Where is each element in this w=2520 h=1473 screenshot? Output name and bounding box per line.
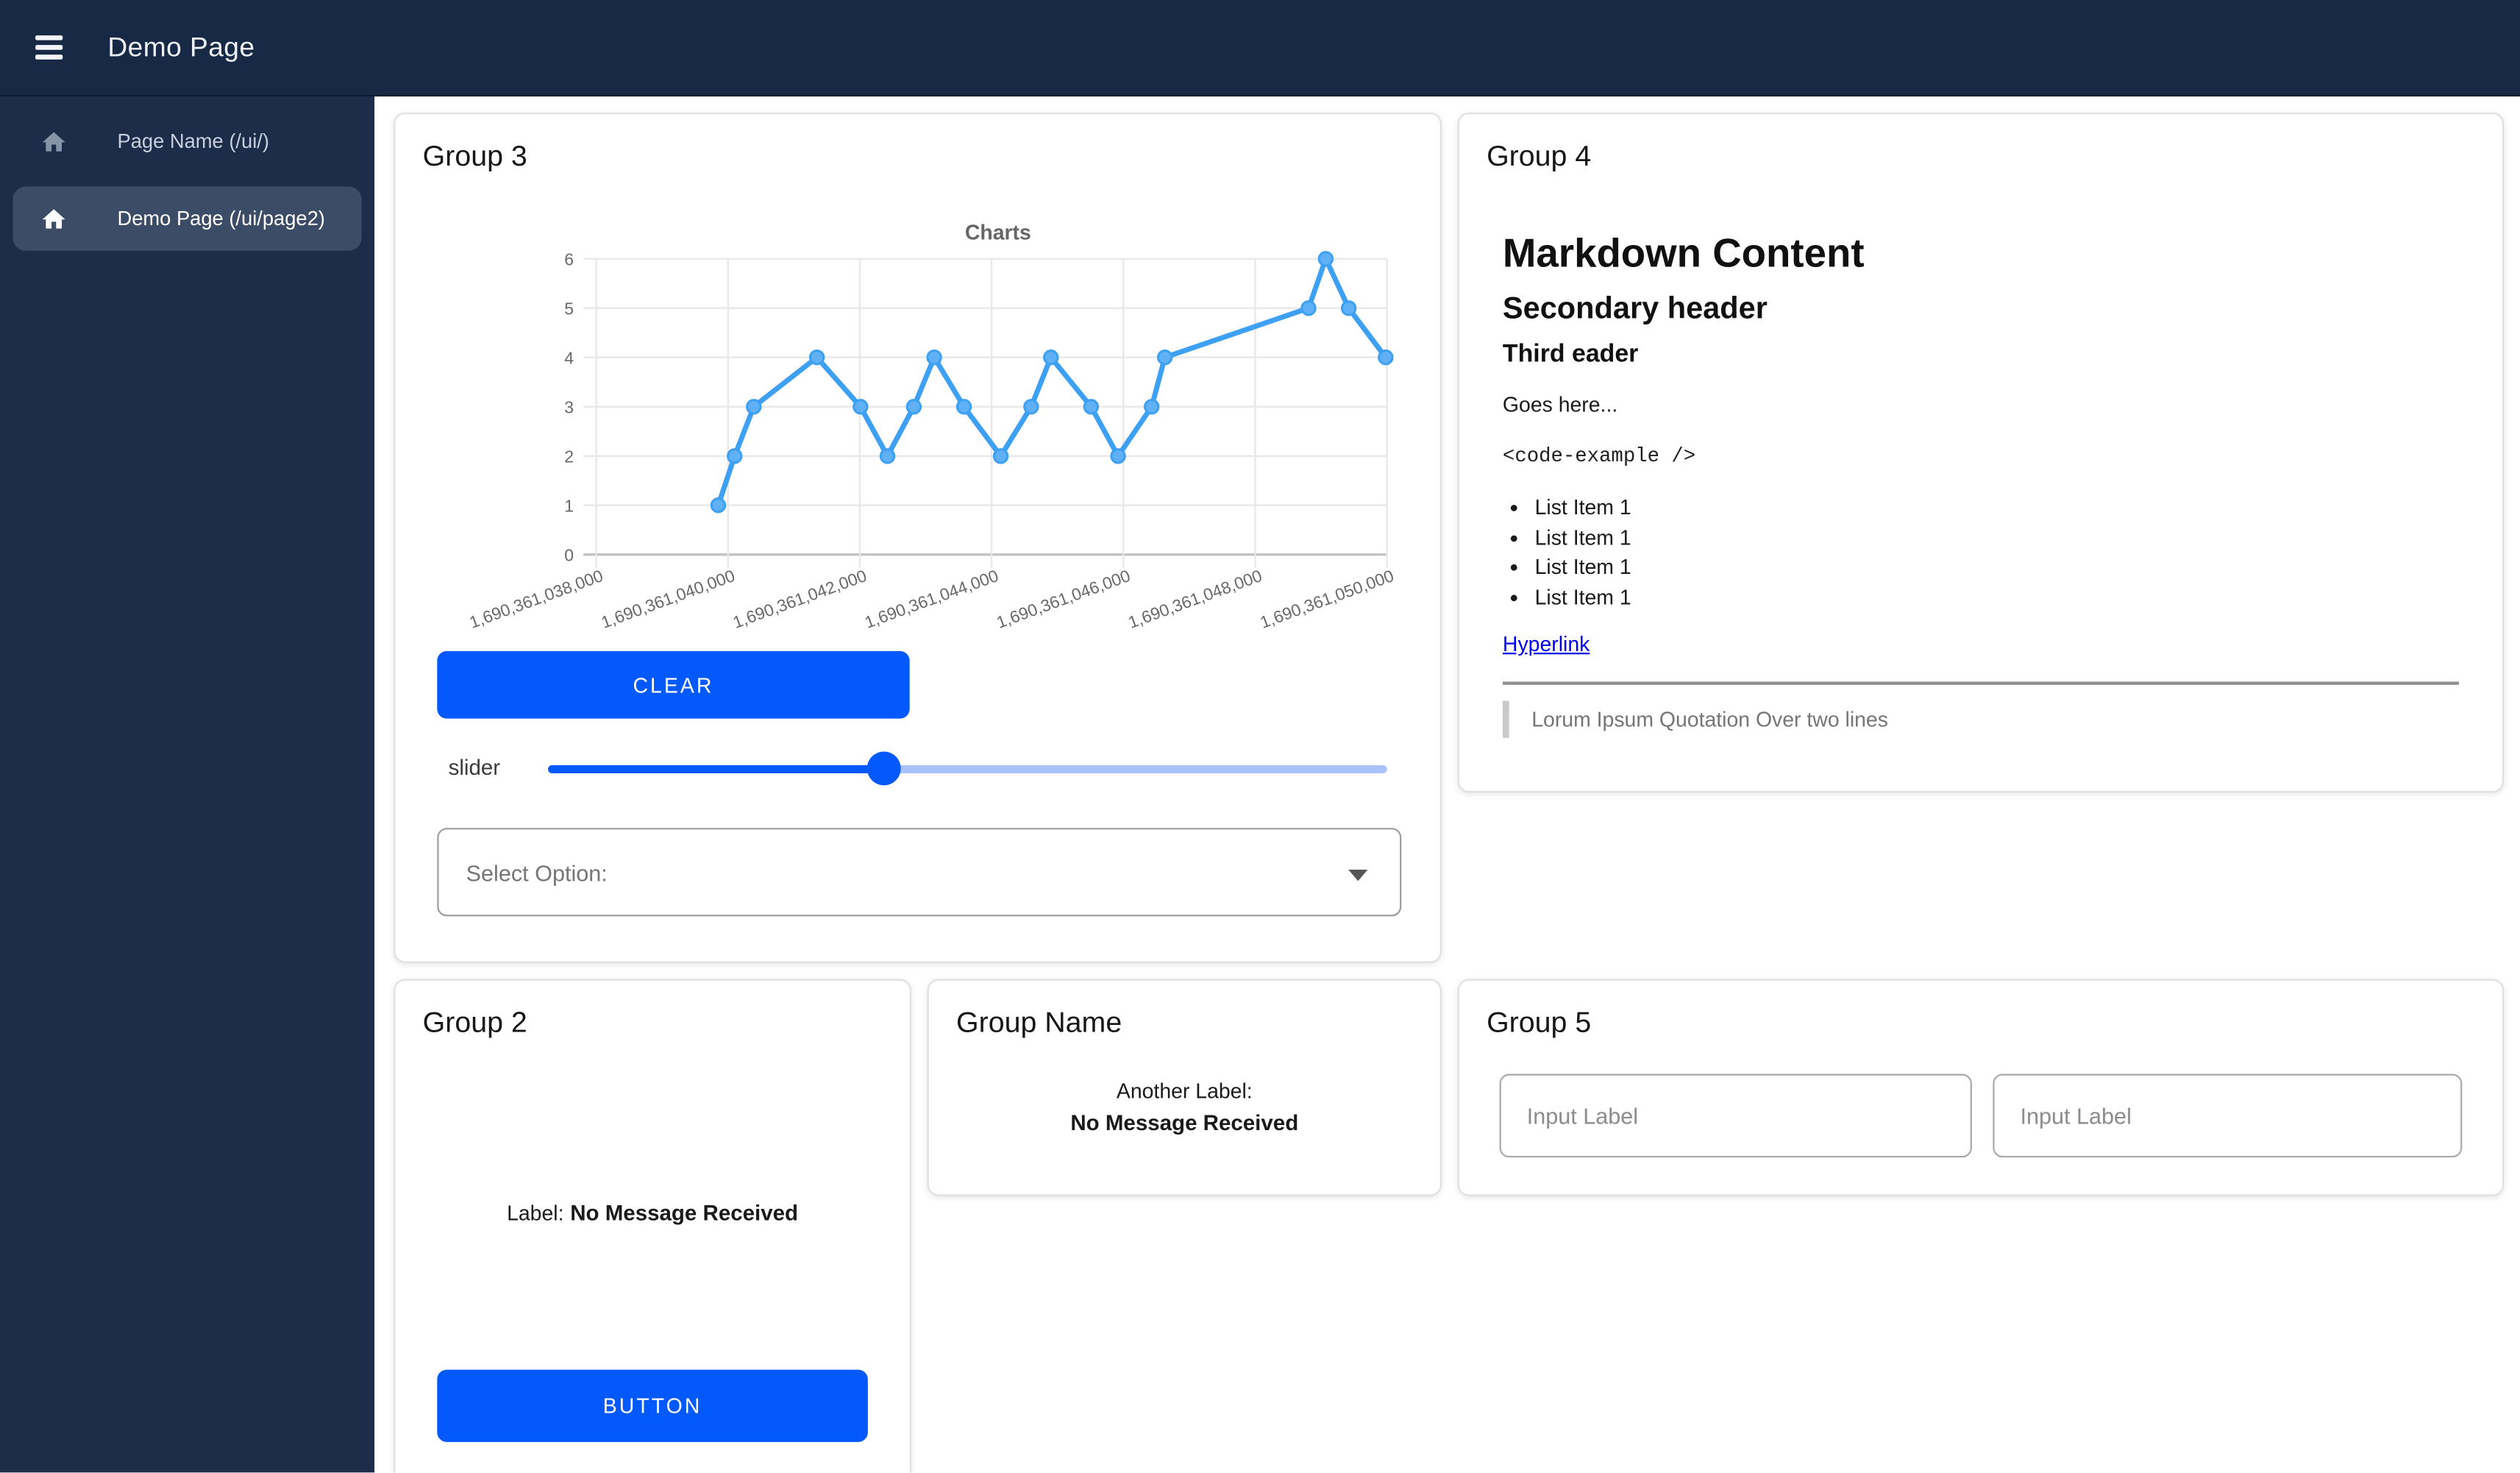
slider-row: slider [395,749,1439,787]
slider[interactable] [548,752,1387,786]
sidebar: Page Name (/ui/) Demo Page (/ui/page2) [0,94,375,1473]
clear-button[interactable]: CLEAR [437,650,910,719]
svg-text:2: 2 [564,447,574,466]
button[interactable]: BUTTON [437,1369,868,1442]
list-item: List Item 1 [1535,583,2459,612]
svg-text:0: 0 [564,546,574,565]
menu-icon[interactable] [23,20,77,74]
divider [1502,681,2459,685]
home-icon [42,208,65,228]
sidebar-item-page-name[interactable]: Page Name (/ui/) [13,110,361,174]
card-group-4: Group 4 Markdown Content Secondary heade… [1457,112,2505,793]
svg-text:1,690,361,042,000: 1,690,361,042,000 [730,566,869,632]
select-label: Select Option: [466,859,608,885]
card-group-2: Group 2 Label: No Message Received BUTTON [394,979,911,1473]
sidebar-item-label: Demo Page (/ui/page2) [117,207,325,230]
another-label-prefix: Another Label: [1116,1079,1253,1103]
text-input-2[interactable] [1993,1073,2463,1158]
markdown-paragraph: Goes here... [1502,392,1618,416]
markdown-list: List Item 1 List Item 1 List Item 1 List… [1503,494,2459,613]
markdown-code: <code-example /> [1502,445,1696,468]
list-item: List Item 1 [1535,553,2459,583]
card-title: Group 4 [1487,140,1592,172]
line-chart: 0 1 2 3 4 5 6 1,690,361,038,0001,690,361,040,00… [467,221,1397,632]
message-label-value: No Message Received [570,1201,799,1225]
markdown-h3: Third eader [1502,341,1639,369]
svg-text:1,690,361,038,000: 1,690,361,038,000 [467,566,606,632]
message-label-prefix: Label: [507,1201,564,1225]
option-select[interactable]: Select Option: [437,828,1402,917]
svg-text:6: 6 [564,250,574,269]
app-title: Demo Page [107,31,255,63]
slider-fill [548,765,884,773]
svg-text:1,690,361,044,000: 1,690,361,044,000 [862,566,1001,632]
text-input-1[interactable] [1499,1073,1972,1158]
svg-text:Charts: Charts [965,221,1031,245]
svg-text:1,690,361,046,000: 1,690,361,046,000 [994,566,1133,632]
markdown-content: Markdown Content Secondary header Third … [1459,114,2502,738]
card-group-5: Group 5 [1457,979,2505,1196]
markdown-h1: Markdown Content [1502,231,1865,277]
markdown-h2: Secondary header [1502,292,1768,327]
card-group-name: Group Name Another Label: No Message Rec… [927,979,1442,1196]
sidebar-item-label: Page Name (/ui/) [117,129,269,153]
list-item: List Item 1 [1535,494,2459,523]
card-title: Group 2 [422,1006,527,1039]
blockquote: Lorum Ipsum Quotation Over two lines [1502,700,2459,738]
hyperlink[interactable]: Hyperlink [1502,631,1590,656]
home-icon [42,131,65,151]
top-navbar: Demo Page [0,0,2520,97]
message-label: Label: No Message Received [395,1201,909,1225]
svg-text:5: 5 [564,299,574,319]
svg-text:3: 3 [564,398,574,417]
slider-thumb[interactable] [866,752,901,786]
card-title: Group 3 [422,140,527,172]
card-group-3: Group 3 0 1 2 3 4 5 6 1,690,361,038,000 1,690,36… [394,112,1442,963]
svg-text:1,690,361,048,000: 1,690,361,048,000 [1125,566,1264,632]
svg-text:4: 4 [564,348,574,367]
svg-text:1: 1 [564,496,574,515]
svg-text:1,690,361,040,000: 1,690,361,040,000 [599,566,738,632]
dropdown-caret-icon [1348,868,1368,881]
slider-label: slider [448,755,501,780]
list-item: List Item 1 [1535,523,2459,553]
sidebar-item-demo-page[interactable]: Demo Page (/ui/page2) [13,186,362,251]
svg-text:1,690,361,050,000: 1,690,361,050,000 [1258,566,1397,632]
card-title: Group 5 [1487,1006,1592,1039]
card-title: Group Name [956,1006,1122,1039]
another-label-value: No Message Received [1070,1110,1299,1135]
